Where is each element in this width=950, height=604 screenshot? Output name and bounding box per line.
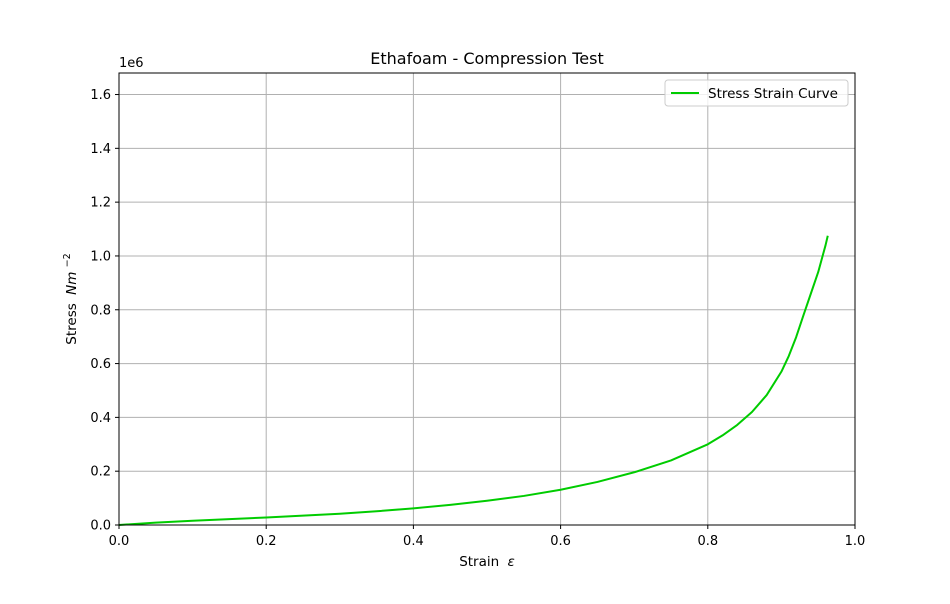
y-tick-label: 0.0 — [90, 519, 111, 534]
y-tick-label: 1.2 — [90, 196, 111, 211]
y-axis-label: Stress Nm −2 — [62, 253, 80, 344]
y-tick-label: 1.4 — [90, 142, 111, 157]
series-line-stress-strain — [118, 235, 829, 526]
y-tick-label: 1.6 — [90, 88, 111, 103]
y-axis-label-exponent: −2 — [62, 253, 73, 267]
y-tick-label: 1.0 — [90, 249, 111, 264]
y-tick-label: 0.6 — [90, 357, 111, 372]
x-axis-label-symbol: ε — [507, 554, 514, 570]
x-tick-label: 0.8 — [697, 534, 718, 549]
plot-frame — [118, 72, 856, 526]
y-tick-label: 0.8 — [90, 303, 111, 318]
y-tick-label: 0.4 — [90, 411, 111, 426]
legend: Stress Strain Curve — [664, 79, 849, 107]
x-tick-label: 0.4 — [403, 534, 424, 549]
x-tick-label: 1.0 — [845, 534, 866, 549]
x-tick-label: 0.2 — [256, 534, 277, 549]
chart-title: Ethafoam - Compression Test — [370, 49, 604, 68]
legend-box — [664, 79, 849, 107]
y-offset-label: 1e6 — [119, 56, 144, 71]
y-axis-label-unit: Nm — [64, 272, 80, 295]
x-tick-label: 0.0 — [109, 534, 130, 549]
legend-entry: Stress Strain Curve — [708, 86, 838, 102]
y-axis-label-text: Stress — [64, 303, 80, 345]
grid — [118, 73, 856, 526]
x-axis-label: Strain ε — [459, 554, 515, 570]
y-tick-label: 0.2 — [90, 465, 111, 480]
x-tick-label: 0.6 — [550, 534, 571, 549]
series-layer — [118, 235, 829, 526]
ticks: 0.0 0.2 0.4 0.6 0.8 1.0 0.0 0.2 0.4 0.6 0.8 1.0 1.2 1… — [90, 88, 865, 549]
x-axis-label-text: Strain — [459, 554, 499, 570]
